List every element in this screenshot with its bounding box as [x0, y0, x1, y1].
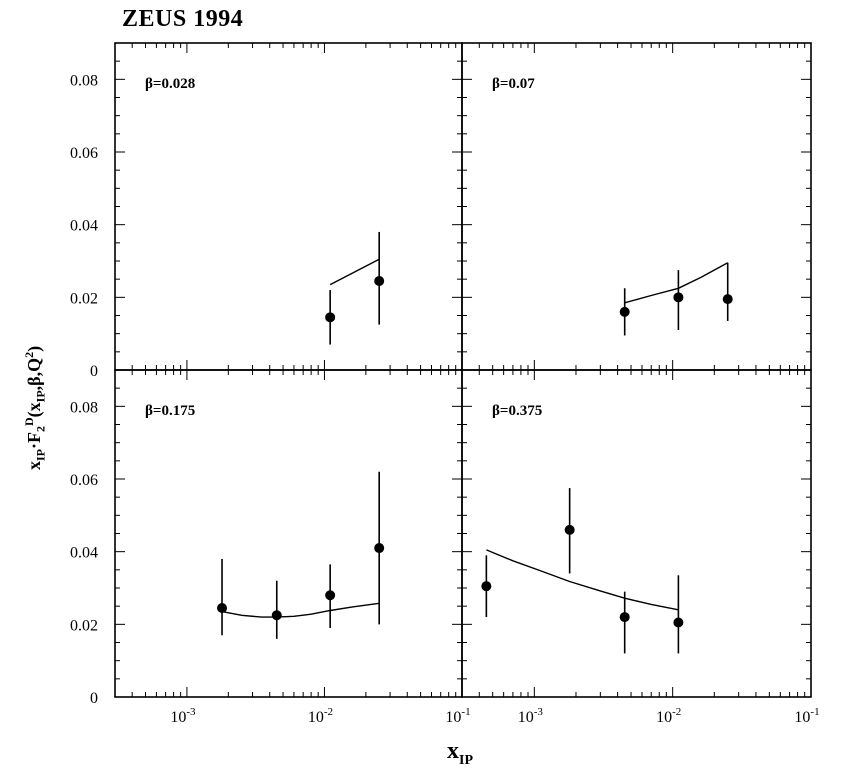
- data-point: [217, 602, 228, 613]
- data-point: [722, 294, 733, 305]
- panel-label: β=0.028: [145, 76, 195, 92]
- panel-label: β=0.07: [492, 76, 535, 92]
- data-point: [271, 610, 282, 621]
- data-point: [564, 524, 575, 535]
- fit-curve: [329, 258, 380, 286]
- x-tick-label: 10-2: [308, 706, 333, 726]
- tick-labels-group: 0.02 0.04 0.06 0.08 0 0.02 0.04 0.06 0.08 0 10-3 10…: [70, 72, 820, 726]
- data-point: [374, 543, 385, 554]
- panel-4: β=0.375: [461, 369, 812, 698]
- x-axis-title: xIP: [447, 738, 473, 768]
- figure-title: ZEUS 1994: [122, 6, 244, 32]
- panel-1: β=0.028: [114, 42, 463, 371]
- y-tick-label: 0.06: [70, 472, 98, 489]
- fit-curve: [486, 549, 679, 611]
- y-tick-label: 0.02: [70, 617, 98, 634]
- data-point: [325, 590, 336, 601]
- panel-2: β=0.07: [461, 42, 812, 371]
- data-point: [325, 312, 336, 323]
- panel-frame: [461, 369, 812, 698]
- y-tick-label: 0.02: [70, 290, 98, 307]
- y-tick-label: 0.08: [70, 399, 98, 416]
- data-point: [374, 275, 385, 286]
- y-tick-label: 0: [90, 690, 98, 707]
- x-tick-label: 10-3: [170, 706, 196, 726]
- panel-label: β=0.375: [492, 403, 542, 419]
- x-tick-label: 10-1: [794, 706, 819, 726]
- y-axis-title: xIP·F2D(xIP,β,Q2): [22, 345, 48, 470]
- panel-frame: [114, 42, 463, 371]
- y-tick-label: 0.04: [70, 545, 98, 562]
- y-tick-label: 0.06: [70, 145, 98, 162]
- data-point: [481, 581, 492, 592]
- x-tick-label: 10-3: [518, 706, 544, 726]
- x-tick-label: 10-2: [656, 706, 681, 726]
- y-tick-label: 0.08: [70, 72, 98, 89]
- data-point: [619, 612, 630, 623]
- y-tick-label: 0: [90, 363, 98, 380]
- panel-3: β=0.175: [114, 369, 463, 698]
- data-point: [673, 617, 684, 628]
- panel-label: β=0.175: [145, 403, 195, 419]
- data-point: [619, 306, 630, 317]
- panel-frame: [114, 369, 463, 698]
- x-tick-label: 10-1: [445, 706, 470, 726]
- panel-frame: [461, 42, 812, 371]
- panels-group: β=0.028 β=0.07 β=0.175 β=0.375: [114, 42, 812, 698]
- y-tick-label: 0.04: [70, 218, 98, 235]
- data-point: [673, 292, 684, 303]
- fit-curve: [221, 602, 380, 618]
